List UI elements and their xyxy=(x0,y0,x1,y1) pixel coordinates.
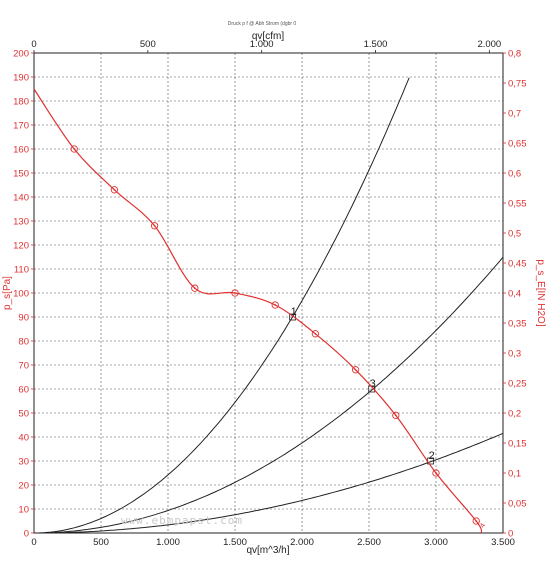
fan-curve-marker-dot xyxy=(274,304,277,306)
x-top-tick-label: 2.000 xyxy=(477,39,501,50)
y-right-tick-label: 0,3 xyxy=(508,349,521,360)
fan-curve-marker-dot xyxy=(113,188,116,191)
system-curve xyxy=(34,256,504,534)
x-top-tick-label: 1.000 xyxy=(250,39,274,50)
x-bottom-tick-label: 0 xyxy=(31,537,36,548)
y-right-tick-label: 0,05 xyxy=(508,499,527,510)
y-left-tick-label: 80 xyxy=(18,337,29,348)
fan-curve-marker-dot xyxy=(73,148,76,150)
y-left-tick-label: 170 xyxy=(13,121,29,132)
fan-curve-marker-dot xyxy=(153,224,156,227)
fan-curve-marker xyxy=(110,186,119,194)
x-top-tick-label: 500 xyxy=(140,39,156,50)
operating-point-label: 2 xyxy=(429,450,435,462)
y-left-tick-label: 20 xyxy=(18,481,29,492)
y-right-tick-label: 0,45 xyxy=(508,259,527,270)
fan-curve-marker xyxy=(311,330,320,338)
y-left-tick-label: 180 xyxy=(13,97,29,108)
fan-curve xyxy=(33,88,483,534)
y-right-tick-label: 0,8 xyxy=(508,49,521,60)
operating-point-label: 3 xyxy=(370,378,376,390)
y-axis-left-title: p_s[Pa] xyxy=(2,276,13,310)
operating-point-marker xyxy=(289,313,297,321)
y-left-tick-label: 90 xyxy=(18,313,29,324)
y-right-tick-label: 0,5 xyxy=(508,229,521,240)
y-right-tick-label: 0,6 xyxy=(508,169,521,180)
y-left-tick-label: 190 xyxy=(13,73,29,84)
fan-curve-marker-dot xyxy=(314,332,317,335)
y-left-tick-label: 50 xyxy=(18,409,29,420)
y-left-tick-label: 0 xyxy=(24,529,29,540)
y-left-tick-label: 70 xyxy=(18,361,29,372)
y-right-tick-label: 0,35 xyxy=(508,319,527,330)
y-left-tick-label: 140 xyxy=(13,193,29,204)
y-left-tick-label: 160 xyxy=(13,145,29,156)
fan-curve-marker-dot xyxy=(475,520,478,522)
y-left-tick-label: 150 xyxy=(13,169,29,180)
x-axis-bottom-title: qv[m^3/h] xyxy=(246,545,289,556)
fan-curve-marker-dot xyxy=(435,472,437,474)
y-left-tick-label: 200 xyxy=(13,49,29,60)
fan-curve-marker-dot xyxy=(193,287,196,290)
operating-point-label: 1 xyxy=(291,306,297,318)
fan-curve-marker-dot xyxy=(394,414,397,417)
x-bottom-tick-label: 3.500 xyxy=(491,537,515,548)
watermark-text: www.ebmpapst.com xyxy=(121,514,243,527)
x-bottom-tick-label: 500 xyxy=(93,537,109,548)
x-bottom-tick-label: 3.000 xyxy=(424,537,448,548)
y-right-tick-label: 0,25 xyxy=(508,379,527,390)
fan-curve-marker xyxy=(392,411,400,420)
y-left-tick-label: 30 xyxy=(18,457,29,468)
fan-curve-marker xyxy=(472,517,480,525)
y-right-tick-label: 0,55 xyxy=(508,199,527,210)
y-left-tick-label: 40 xyxy=(18,433,29,444)
x-bottom-tick-label: 1.000 xyxy=(156,537,180,548)
fan-curve-marker xyxy=(231,289,239,297)
x-top-tick-label: 1.500 xyxy=(364,39,388,50)
system-curves: 1 3 2 xyxy=(34,77,504,534)
y-right-tick-label: 0,1 xyxy=(508,469,521,480)
fan-curve-marker xyxy=(351,366,360,374)
x-bottom-tick-label: 1.500 xyxy=(223,537,247,548)
fan-curve-marker-dot xyxy=(234,292,236,294)
fan-curve-marker xyxy=(191,284,199,292)
fan-curve-marker xyxy=(150,222,159,230)
y-right-tick-label: 0,4 xyxy=(508,289,521,300)
system-curve xyxy=(34,77,410,534)
y-right-tick-label: 0,7 xyxy=(508,109,521,120)
y-left-tick-label: 100 xyxy=(13,289,29,300)
y-left-tick-label: 60 xyxy=(18,385,29,396)
y-right-tick-label: 0,65 xyxy=(508,139,527,150)
y-left-tick-label: 130 xyxy=(13,217,29,228)
y-left-tick-label: 120 xyxy=(13,241,29,252)
system-curve xyxy=(34,432,504,534)
y-left-tick-label: 110 xyxy=(14,265,29,276)
fan-curve-marker-dot xyxy=(354,368,357,371)
ticks: 0 500 1.000 1.500 2.000 2.500 3.000 3.500010203… xyxy=(13,39,526,548)
fan-curve-marker xyxy=(432,469,440,477)
fan-curve-marker xyxy=(70,145,78,153)
x-bottom-tick-label: 2.000 xyxy=(290,537,314,548)
curve-end-label: 4 xyxy=(479,522,487,529)
y-right-tick-label: 0,75 xyxy=(508,79,527,90)
x-axis-top-title: qv[cfm] xyxy=(252,31,284,42)
x-bottom-tick-label: 2.500 xyxy=(357,537,381,548)
y-right-tick-label: 0,15 xyxy=(508,439,527,450)
y-left-tick-label: 10 xyxy=(18,505,29,516)
x-top-tick-label: 0 xyxy=(31,39,36,50)
y-right-tick-label: 0 xyxy=(508,529,513,540)
y-right-tick-label: 0,2 xyxy=(508,409,521,420)
y-axis-right-title: p_s_E[IN H2O] xyxy=(535,259,546,326)
chart-title: Druck p f @ Abh Strom (dgbr 0 xyxy=(228,21,297,27)
fan-curve-marker xyxy=(271,301,279,309)
